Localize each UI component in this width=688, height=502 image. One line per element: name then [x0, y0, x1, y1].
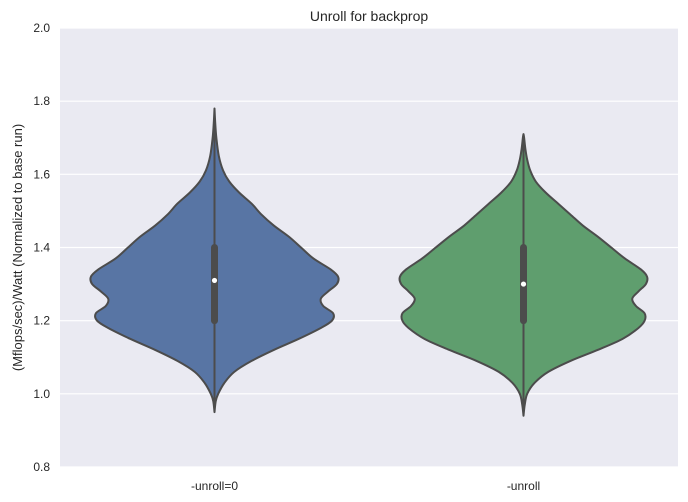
violin-median-0 — [211, 277, 218, 284]
y-axis-ticks: 0.8 1.0 1.2 1.4 1.6 1.8 2.0 — [33, 21, 50, 474]
y-tick-label: 2.0 — [33, 21, 50, 35]
violin-median-1 — [520, 281, 527, 287]
violins — [89, 107, 649, 417]
chart-title: Unroll for backprop — [310, 8, 428, 24]
x-tick-label: -unroll — [507, 479, 540, 493]
x-axis-ticks: -unroll=0 -unroll — [191, 479, 540, 493]
x-tick-label: -unroll=0 — [191, 479, 238, 493]
y-tick-label: 1.2 — [33, 314, 50, 328]
y-tick-label: 1.8 — [33, 94, 50, 108]
y-tick-label: 1.4 — [33, 241, 50, 255]
y-axis-label: (Mflops/sec)/Watt (Normalized to base ru… — [10, 124, 25, 371]
y-tick-label: 1.0 — [33, 387, 50, 401]
y-tick-label: 0.8 — [33, 460, 50, 474]
y-tick-label: 1.6 — [33, 167, 50, 181]
